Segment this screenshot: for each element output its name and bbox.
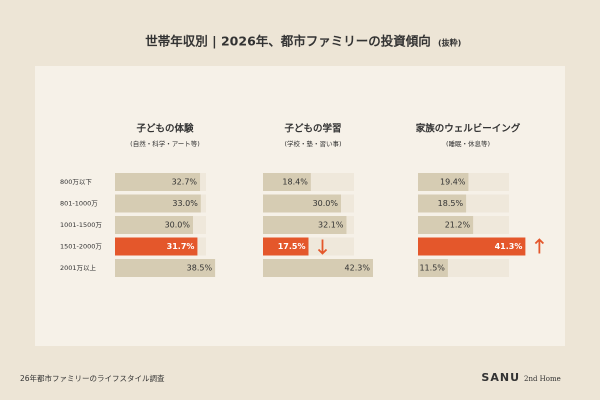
value-label: 31.7% bbox=[167, 242, 195, 251]
bar bbox=[418, 194, 467, 213]
y-tick-label: 1501-2000万 bbox=[60, 243, 102, 251]
panel-title: 家族のウェルビーイング bbox=[416, 123, 521, 135]
panel-title: 子どもの体験 bbox=[136, 123, 194, 135]
bar bbox=[418, 173, 469, 191]
bar bbox=[115, 194, 201, 213]
value-label: 41.3% bbox=[495, 242, 523, 251]
value-label: 32.1% bbox=[318, 221, 344, 230]
bar bbox=[115, 216, 193, 234]
bar bbox=[263, 194, 341, 213]
brand-name: SANU bbox=[481, 371, 520, 384]
value-label: 21.2% bbox=[445, 221, 471, 230]
value-label: 11.5% bbox=[419, 264, 445, 273]
value-label: 17.5% bbox=[278, 242, 306, 251]
bar bbox=[263, 259, 373, 277]
trend-arrow bbox=[534, 238, 545, 254]
panel-subtitle: (学校・塾・習い事) bbox=[284, 139, 341, 148]
bar bbox=[263, 216, 347, 234]
footer: 26年都市ファミリーのライフスタイル調査 bbox=[20, 373, 165, 383]
bar bbox=[418, 237, 526, 256]
bar bbox=[263, 237, 309, 256]
brand-tagline: 2nd Home bbox=[524, 375, 561, 383]
bar bbox=[115, 237, 198, 256]
bar bbox=[418, 259, 448, 277]
y-tick-label: 2001万以上 bbox=[60, 263, 97, 272]
bar bbox=[115, 259, 216, 277]
value-label: 33.0% bbox=[172, 199, 198, 208]
panel-subtitle: (睡眠・休息等) bbox=[446, 139, 490, 148]
panel-title: 子どもの学習 bbox=[284, 123, 341, 135]
value-label: 18.4% bbox=[282, 178, 308, 187]
title-note: (抜粋) bbox=[438, 38, 461, 48]
panel-subtitle: (自然・科学・アート等) bbox=[130, 139, 200, 148]
bar bbox=[418, 216, 474, 234]
value-label: 18.5% bbox=[438, 199, 464, 208]
bar bbox=[115, 173, 201, 191]
trend-arrow bbox=[317, 239, 328, 255]
y-tick-label: 1001-1500万 bbox=[60, 221, 102, 229]
y-tick-label: 801-1000万 bbox=[60, 200, 98, 208]
chart-title: 世帯年収別 | 2026年、都市ファミリーの投資傾向 bbox=[145, 34, 431, 49]
bar bbox=[263, 173, 311, 191]
value-label: 19.4% bbox=[440, 178, 466, 187]
value-label: 30.0% bbox=[313, 199, 339, 208]
value-label: 42.3% bbox=[345, 264, 371, 273]
value-label: 32.7% bbox=[172, 178, 198, 187]
y-tick-label: 800万以下 bbox=[60, 178, 92, 186]
value-label: 30.0% bbox=[165, 221, 191, 230]
value-label: 38.5% bbox=[187, 264, 213, 273]
